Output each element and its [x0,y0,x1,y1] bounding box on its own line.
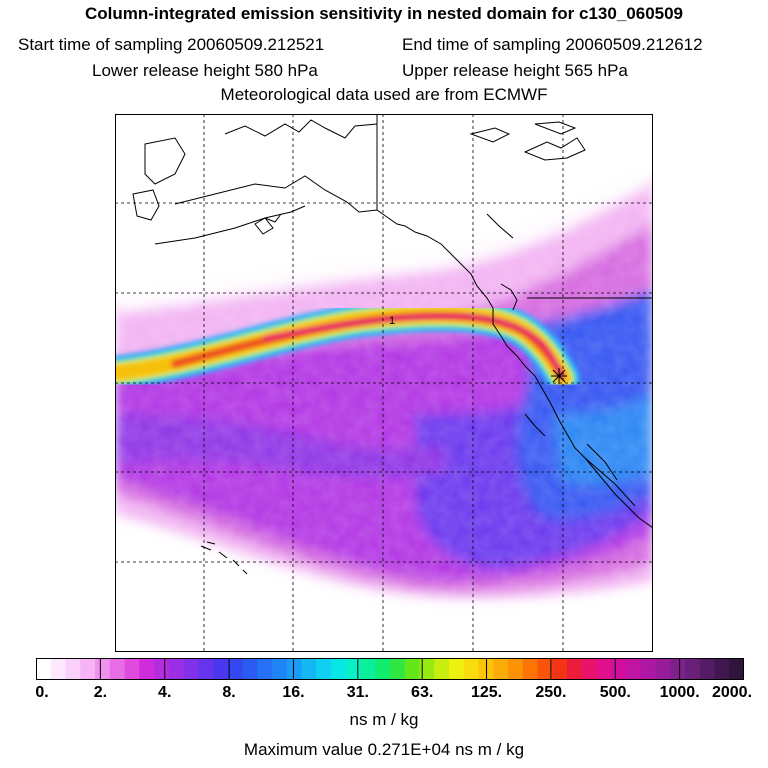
trajectory-label: 1 [389,315,395,327]
release-plume [115,297,580,395]
colorbar-tick-label: 63. [411,684,434,701]
colorbar-cell [345,658,362,680]
colorbar-cell [581,658,598,680]
colorbar-cell [463,658,480,680]
colorbar-tick-label: 250. [535,684,567,701]
colorbar-cell [213,658,229,680]
upper-release-label: Upper release height 565 hPa [402,61,628,80]
colorbar-cell [198,658,214,680]
colorbar-cell [168,658,185,680]
colorbar-cell [375,658,391,680]
colorbar-cell [65,658,81,680]
maximum-value-label: Maximum value 0.271E+04 ns m / kg [243,740,525,759]
colorbar-tick-label: 31. [346,684,369,701]
release-point-marker [551,368,567,384]
colorbar-cell [493,658,509,680]
colorbar-cell [109,658,126,680]
lower-release-label: Lower release height 580 hPa [92,61,318,80]
colorbar-cell [449,658,465,680]
emission-sensitivity-map: 1 [115,114,653,652]
colorbar-cell [508,658,524,680]
colorbar-cell [124,658,140,680]
colorbar [36,658,744,680]
low-sensitivity-north [115,114,653,314]
colorbar-cell [611,658,627,680]
colorbar-tick-label: 500. [599,684,631,701]
colorbar-tick-label: 1000. [659,684,700,701]
colorbar-cell [80,658,96,680]
colorbar-cell [36,658,52,680]
colorbar-cell [316,658,332,680]
colorbar-cell [331,658,347,680]
colorbar-cell [699,658,716,680]
colorbar-cell [670,658,686,680]
low-sensitivity-south [115,554,653,652]
colorbar-cell [95,658,111,680]
plot-title: Column-integrated emission sensitivity i… [84,4,684,23]
colorbar-cell [183,658,199,680]
met-data-label: Meteorological data used are from ECMWF [220,85,548,104]
colorbar-cell [257,658,273,680]
colorbar-cell [640,658,657,680]
colorbar-cell [154,658,170,680]
colorbar-cell [286,658,303,680]
colorbar-cell [685,658,701,680]
map-frame [115,114,653,652]
colorbar-tick-label: 16. [282,684,305,701]
colorbar-cell [714,658,730,680]
colorbar-tick-label: 4. [158,684,172,701]
coastlines [132,114,653,575]
colorbar-cell [390,658,406,680]
colorbar-cell [227,658,244,680]
colorbar-cell [655,658,671,680]
colorbar-tick-label: 2. [93,684,108,701]
colorbar-cell [301,658,317,680]
colorbar-cell [552,658,568,680]
colorbar-cell [596,658,612,680]
colorbar-cell [626,658,642,680]
colorbar-cell [434,658,450,680]
colorbar-cell [404,658,421,680]
colorbar-unit-label: ns m / kg [349,710,419,729]
colorbar-tick-label: 2000. [711,684,753,701]
colorbar-cell [729,658,744,680]
colorbar-cell [242,658,258,680]
colorbar-cell [272,658,288,680]
colorbar-tick-label: 125. [470,684,503,701]
colorbar-cell [50,658,67,680]
colorbar-cell [537,658,553,680]
colorbar-cell [522,658,539,680]
start-time-label: Start time of sampling 20060509.212521 [18,35,325,54]
colorbar-cell [419,658,435,680]
country-borders [376,114,653,507]
colorbar-tick-label: 8. [222,684,236,701]
colorbar-cell [360,658,376,680]
colorbar-tick-label: 0. [35,684,49,701]
end-time-label: End time of sampling 20060509.212612 [402,35,703,54]
colorbar-cell [567,658,583,680]
colorbar-frame [36,658,744,680]
colorbar-cell [139,658,155,680]
